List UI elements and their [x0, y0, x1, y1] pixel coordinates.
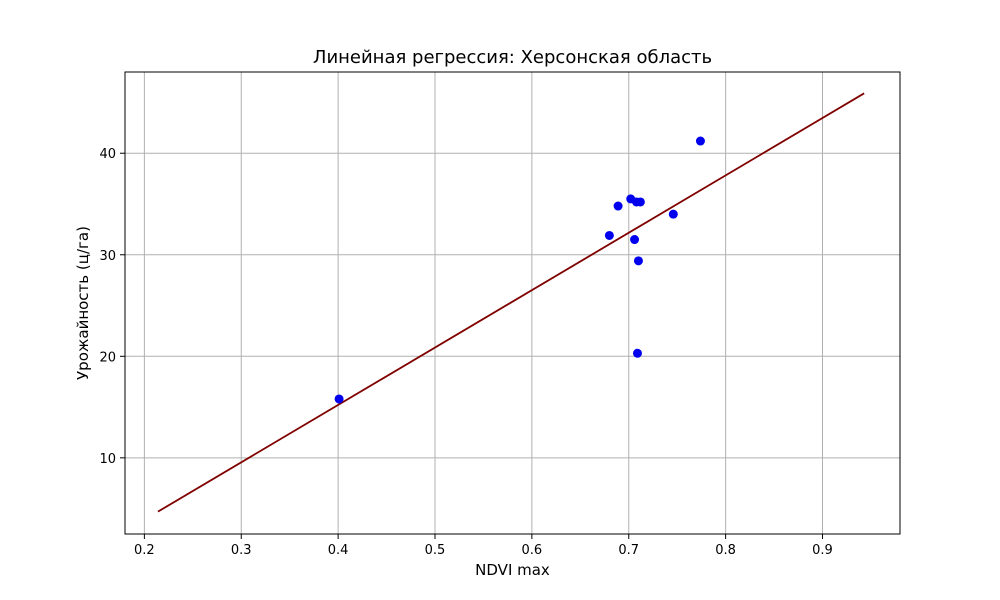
y-axis-ticks: 10 20 30 40 — [99, 147, 125, 467]
x-tick-label: 0.8 — [715, 543, 736, 558]
x-tick-label: 0.9 — [812, 543, 833, 558]
grid — [125, 72, 900, 534]
regression-line — [157, 92, 865, 513]
y-tick-label: 10 — [99, 452, 116, 467]
plot-frame — [124, 71, 901, 535]
y-tick-label: 20 — [99, 350, 116, 365]
y-tick-label: 40 — [99, 147, 116, 162]
data-point — [630, 235, 640, 245]
x-tick-label: 0.3 — [231, 543, 252, 558]
data-point — [604, 230, 614, 240]
scatter-points — [334, 136, 705, 404]
data-point — [632, 348, 642, 358]
data-point — [334, 394, 344, 404]
regression-line-layer — [157, 92, 865, 513]
data-point — [613, 201, 623, 211]
y-tick-label: 30 — [99, 249, 116, 264]
x-tick-label: 0.6 — [522, 543, 543, 558]
x-tick-label: 0.4 — [328, 543, 349, 558]
y-axis-title: Урожайность (ц/га) — [74, 226, 92, 380]
x-tick-label: 0.2 — [134, 543, 155, 558]
x-tick-label: 0.7 — [618, 543, 639, 558]
x-axis-title: NDVI max — [475, 561, 550, 579]
x-tick-label: 0.5 — [425, 543, 446, 558]
chart-title: Линейная регрессия: Херсонская область — [313, 47, 712, 68]
data-point — [633, 256, 643, 266]
data-point — [635, 197, 645, 207]
data-point — [668, 209, 678, 219]
data-point — [695, 136, 705, 146]
x-axis-ticks: 0.2 0.3 0.4 0.5 0.6 0.7 0.8 0.9 — [134, 534, 833, 558]
